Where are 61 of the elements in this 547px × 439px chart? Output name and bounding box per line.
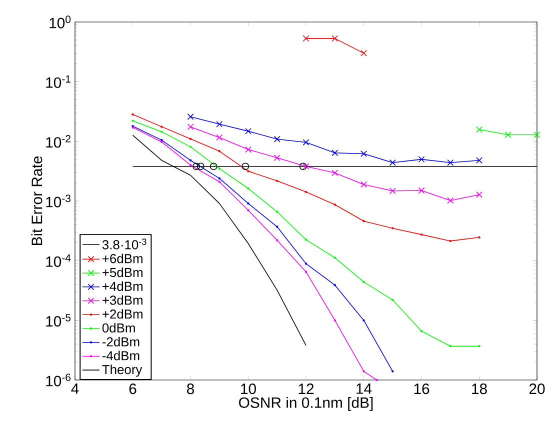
legend-label: -4dBm — [102, 350, 140, 360]
legend-label: +6dBm — [102, 254, 142, 264]
y-tick-label: 10$^{-3}$ — [46, 194, 71, 208]
x-tick-label: 18 — [472, 384, 487, 394]
legend-label: +2dBm — [102, 309, 142, 319]
y-tick-label: 10$^{-1}$ — [46, 75, 70, 88]
x-tick-label: 6 — [129, 384, 136, 394]
point — [332, 170, 338, 176]
point — [302, 35, 310, 42]
point — [360, 181, 367, 188]
point — [418, 156, 425, 163]
point — [274, 154, 280, 162]
legend-label: +4dBm — [102, 281, 142, 291]
point — [216, 120, 223, 128]
legend-label: 0dBm — [102, 323, 135, 333]
x-tick-label: 8 — [187, 384, 194, 394]
point — [332, 35, 338, 42]
point — [418, 187, 425, 194]
x-axis-title: OSNR in 0.1nm [dB] — [239, 396, 373, 411]
point — [245, 146, 252, 153]
point — [196, 162, 204, 170]
point — [187, 124, 194, 130]
point — [447, 159, 454, 166]
point — [274, 136, 280, 142]
point — [360, 50, 367, 56]
x-tick-label: 4 — [71, 384, 79, 394]
point — [299, 162, 307, 170]
point — [302, 139, 310, 146]
point — [534, 132, 540, 138]
x-tick-label: 10 — [241, 384, 256, 394]
y-tick-label: 10$^{-4}$ — [46, 254, 71, 267]
x-tick-label: 14 — [356, 384, 372, 394]
y-tick-label: 10$^{0}$ — [50, 16, 71, 28]
point — [360, 150, 367, 157]
point — [245, 128, 252, 134]
point — [476, 126, 482, 133]
legend-label: +3dBm — [102, 295, 142, 305]
point — [389, 188, 396, 194]
y-tick-label: 10$^{-6}$ — [46, 374, 71, 386]
point — [476, 191, 482, 198]
point — [302, 163, 310, 170]
legend-label: Theory — [102, 364, 142, 377]
point — [242, 162, 250, 170]
x-tick-label: 12 — [298, 384, 314, 394]
point — [210, 162, 218, 170]
point — [476, 157, 482, 164]
point — [504, 132, 512, 138]
x-tick-label: 16 — [414, 384, 430, 394]
point — [389, 159, 396, 166]
y-tick-label: 10$^{-5}$ — [46, 314, 71, 327]
legend-label: -2dBm — [102, 336, 140, 346]
point — [216, 134, 223, 141]
y-tick-label: 10$^{-2}$ — [46, 135, 70, 148]
x-tick-label: 20 — [529, 384, 545, 394]
point — [187, 114, 194, 120]
legend-label: 3.8·10$^{-3}$ — [102, 238, 146, 250]
point — [192, 162, 200, 170]
point — [332, 150, 338, 156]
y-axis-title: Bit Error Rate — [31, 156, 42, 246]
legend-label: +5dBm — [102, 268, 142, 278]
point — [447, 197, 454, 204]
